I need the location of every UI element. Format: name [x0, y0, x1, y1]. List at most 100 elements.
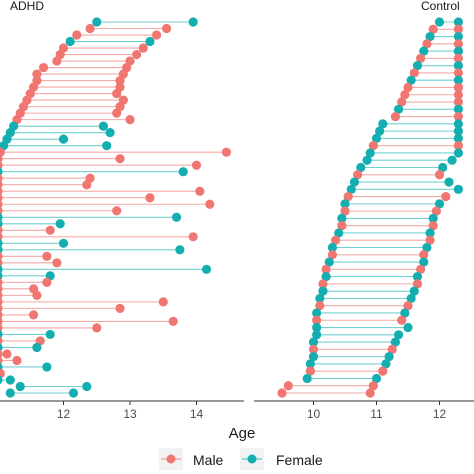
start-point — [283, 381, 293, 391]
end-point — [428, 213, 438, 224]
end-point — [453, 39, 463, 49]
dumbbell-adhd-1 — [85, 23, 172, 34]
dumbbell-adhd-45 — [0, 310, 39, 320]
end-point — [400, 308, 410, 318]
dumbbell-control-20 — [356, 162, 448, 173]
end-point — [201, 264, 212, 274]
start-point — [0, 167, 3, 176]
end-point — [453, 24, 463, 34]
end-point — [171, 212, 182, 222]
start-point — [85, 23, 95, 34]
end-point — [412, 272, 423, 282]
start-point — [0, 297, 3, 307]
tick-label: 12 — [57, 407, 71, 421]
start-point — [0, 349, 3, 359]
end-point — [68, 388, 79, 398]
dumbbell-adhd-46 — [0, 316, 178, 327]
end-point — [453, 82, 463, 93]
dumbbell-adhd-37 — [0, 258, 62, 268]
end-point — [453, 184, 463, 194]
start-point — [318, 286, 328, 296]
start-point — [0, 265, 3, 274]
end-point — [188, 232, 198, 242]
end-point — [221, 147, 232, 157]
start-point — [334, 228, 344, 238]
end-point — [453, 119, 463, 129]
end-point — [453, 75, 463, 85]
dumbbell-control-35 — [321, 272, 423, 282]
start-point — [371, 133, 382, 143]
dumbbell-adhd-29 — [0, 206, 122, 216]
start-point — [305, 359, 315, 369]
dumbbell-adhd-25 — [0, 180, 92, 190]
dumbbell-adhd-20 — [0, 147, 232, 157]
end-point — [419, 250, 429, 260]
end-point — [145, 193, 155, 203]
start-point — [425, 31, 435, 42]
dumbbell-control-3 — [422, 39, 463, 49]
end-point — [145, 36, 155, 47]
dumbbell-control-19 — [362, 155, 457, 165]
dumbbell-adhd-26 — [0, 186, 205, 196]
start-point — [0, 317, 3, 326]
start-point — [0, 219, 3, 228]
end-point — [416, 264, 426, 274]
start-point — [32, 69, 42, 79]
start-point — [349, 177, 360, 187]
end-point — [453, 90, 463, 100]
start-point — [0, 304, 3, 313]
end-point — [453, 53, 463, 63]
panel-label-control: Control — [421, 0, 460, 13]
end-point — [453, 148, 463, 158]
start-point — [393, 104, 404, 114]
end-point — [0, 368, 5, 379]
dumbbell-adhd-51 — [0, 349, 12, 359]
start-point — [400, 90, 410, 100]
dumbbell-control-39 — [315, 301, 413, 311]
end-point — [453, 141, 463, 151]
dumbbell-adhd-16 — [9, 121, 108, 131]
end-point — [12, 355, 22, 366]
dumbbell-control-6 — [412, 61, 463, 71]
start-point — [0, 200, 3, 209]
end-point — [32, 290, 42, 300]
dumbbell-control-22 — [349, 177, 454, 187]
dumbbell-adhd-2 — [72, 30, 162, 40]
dumbbell-control-1 — [428, 24, 463, 34]
start-point — [0, 147, 5, 157]
start-point — [330, 235, 341, 245]
dumbbell-control-13 — [390, 111, 463, 122]
tick-label: 12 — [433, 407, 447, 421]
start-point — [0, 213, 3, 222]
start-point — [0, 258, 3, 267]
start-point — [390, 111, 400, 122]
end-point — [453, 104, 463, 114]
dumbbell-adhd-17 — [5, 128, 115, 138]
dumbbell-control-14 — [378, 119, 463, 129]
start-point — [0, 310, 3, 320]
end-point — [115, 303, 125, 313]
dumbbell-adhd-42 — [0, 290, 42, 300]
dumbbell-control-29 — [334, 228, 435, 238]
end-point — [188, 17, 198, 27]
dumbbell-control-4 — [419, 46, 463, 56]
end-point — [45, 329, 55, 340]
dumbbell-control-27 — [337, 213, 438, 224]
end-point — [5, 375, 15, 385]
start-point — [312, 308, 322, 318]
end-point — [52, 258, 62, 268]
dumbbell-adhd-40 — [0, 277, 52, 287]
dumbbell-adhd-35 — [0, 245, 185, 255]
dumbbell-adhd-32 — [0, 225, 55, 235]
legend-label-male: Male — [193, 452, 224, 468]
end-point — [82, 180, 92, 190]
dumbbell-control-34 — [321, 264, 426, 274]
end-point — [453, 133, 463, 143]
dumbbell-control-31 — [327, 242, 432, 253]
start-point — [277, 388, 287, 398]
start-point — [0, 252, 3, 261]
start-point — [302, 373, 312, 384]
dumbbell-adhd-57 — [5, 388, 79, 398]
start-point — [340, 199, 350, 209]
